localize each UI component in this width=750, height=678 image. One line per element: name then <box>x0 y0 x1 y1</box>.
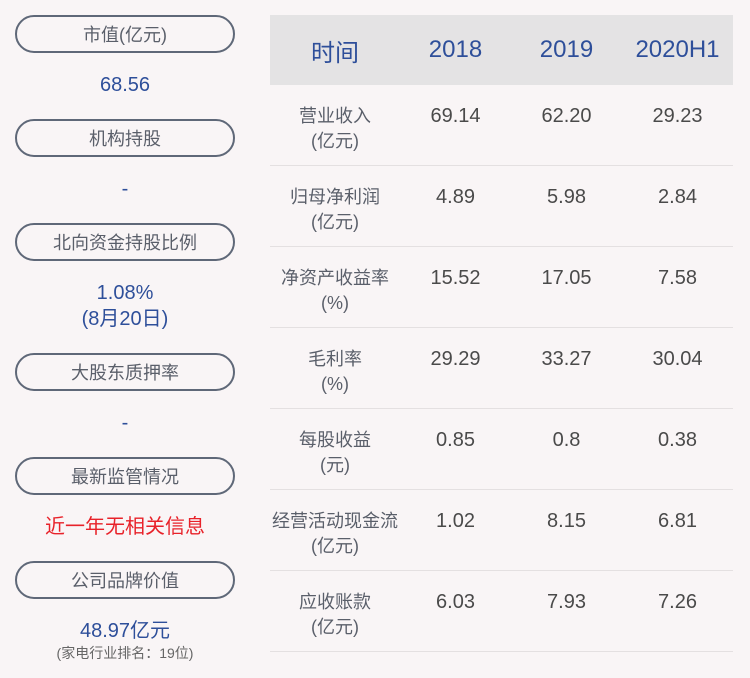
northbound-ratio-value: 1.08% <box>96 282 154 304</box>
table-row: 营业收入 (亿元) 69.14 62.20 29.23 <box>270 85 733 166</box>
cell-value: 0.38 <box>658 429 697 451</box>
header-2019: 2019 <box>539 36 594 63</box>
cell-value: 29.23 <box>652 105 703 127</box>
header-time: 时间 <box>311 39 359 67</box>
metric-name: 每股收益 <box>299 430 371 450</box>
cell-value: 8.15 <box>547 510 586 532</box>
market-cap-value: 68.56 <box>99 74 151 96</box>
cell-value: 4.89 <box>436 186 475 208</box>
metric-unit: (%) <box>321 374 349 394</box>
pledge-ratio-value: - <box>121 412 129 434</box>
row-label: 每股收益 (元) <box>270 428 400 478</box>
metric-unit: (%) <box>321 293 349 313</box>
metric-name: 归母净利润 <box>290 187 380 207</box>
cell-value: 17.05 <box>541 267 592 289</box>
cell-value: 6.81 <box>658 510 697 532</box>
cell-value: 29.29 <box>430 348 481 370</box>
cell-value: 69.14 <box>430 105 481 127</box>
metric-unit: (元) <box>320 455 350 475</box>
cell-value: 5.98 <box>547 186 586 208</box>
metric-name: 营业收入 <box>299 106 371 126</box>
row-label: 净资产收益率 (%) <box>270 266 400 316</box>
pledge-ratio-label: 大股东质押率 <box>15 353 235 391</box>
cell-value: 33.27 <box>541 348 592 370</box>
table-row: 归母净利润 (亿元) 4.89 5.98 2.84 <box>270 166 733 247</box>
institutional-holding-value: - <box>121 178 129 200</box>
regulatory-value: 近一年无相关信息 <box>45 516 205 538</box>
metric-unit: (亿元) <box>311 212 359 232</box>
row-label: 营业收入 (亿元) <box>270 104 400 154</box>
cell-value: 7.58 <box>658 267 697 289</box>
financial-table: 时间 2018 2019 2020H1 营业收入 (亿元) 69.14 62.20 29… <box>270 15 733 652</box>
cell-value: 6.03 <box>436 591 475 613</box>
table-header: 时间 2018 2019 2020H1 <box>270 15 733 85</box>
row-label: 归母净利润 (亿元) <box>270 185 400 235</box>
cell-value: 62.20 <box>541 105 592 127</box>
metric-name: 应收账款 <box>299 592 371 612</box>
table-row: 每股收益 (元) 0.85 0.8 0.38 <box>270 409 733 490</box>
metric-unit: (亿元) <box>311 131 359 151</box>
metric-name: 净资产收益率 <box>281 268 389 288</box>
northbound-ratio-date: (8月20日) <box>81 308 169 330</box>
metric-unit: (亿元) <box>311 536 359 556</box>
table-row: 应收账款 (亿元) 6.03 7.93 7.26 <box>270 571 733 652</box>
table-row: 经营活动现金流 (亿元) 1.02 8.15 6.81 <box>270 490 733 571</box>
metric-name: 毛利率 <box>308 349 362 369</box>
row-label: 经营活动现金流 (亿元) <box>270 509 400 559</box>
brand-rank-note: (家电行业排名：19位) <box>56 645 194 661</box>
row-label: 毛利率 (%) <box>270 347 400 397</box>
header-2020h1: 2020H1 <box>635 36 720 63</box>
market-cap-label: 市值(亿元) <box>15 15 235 53</box>
metric-unit: (亿元) <box>311 617 359 637</box>
regulatory-label: 最新监管情况 <box>15 457 235 495</box>
cell-value: 0.85 <box>436 429 475 451</box>
institutional-holding-label: 机构持股 <box>15 119 235 157</box>
northbound-ratio-label: 北向资金持股比例 <box>15 223 235 261</box>
table-row: 毛利率 (%) 29.29 33.27 30.04 <box>270 328 733 409</box>
table-row: 净资产收益率 (%) 15.52 17.05 7.58 <box>270 247 733 328</box>
header-2018: 2018 <box>428 36 483 63</box>
brand-value: 48.97亿元 <box>79 620 171 642</box>
cell-value: 1.02 <box>436 510 475 532</box>
metric-name: 经营活动现金流 <box>272 511 398 531</box>
cell-value: 15.52 <box>430 267 481 289</box>
row-label: 应收账款 (亿元) <box>270 590 400 640</box>
cell-value: 7.93 <box>547 591 586 613</box>
cell-value: 2.84 <box>658 186 697 208</box>
brand-value-label: 公司品牌价值 <box>15 561 235 599</box>
cell-value: 0.8 <box>552 429 581 451</box>
cell-value: 30.04 <box>652 348 703 370</box>
cell-value: 7.26 <box>658 591 697 613</box>
